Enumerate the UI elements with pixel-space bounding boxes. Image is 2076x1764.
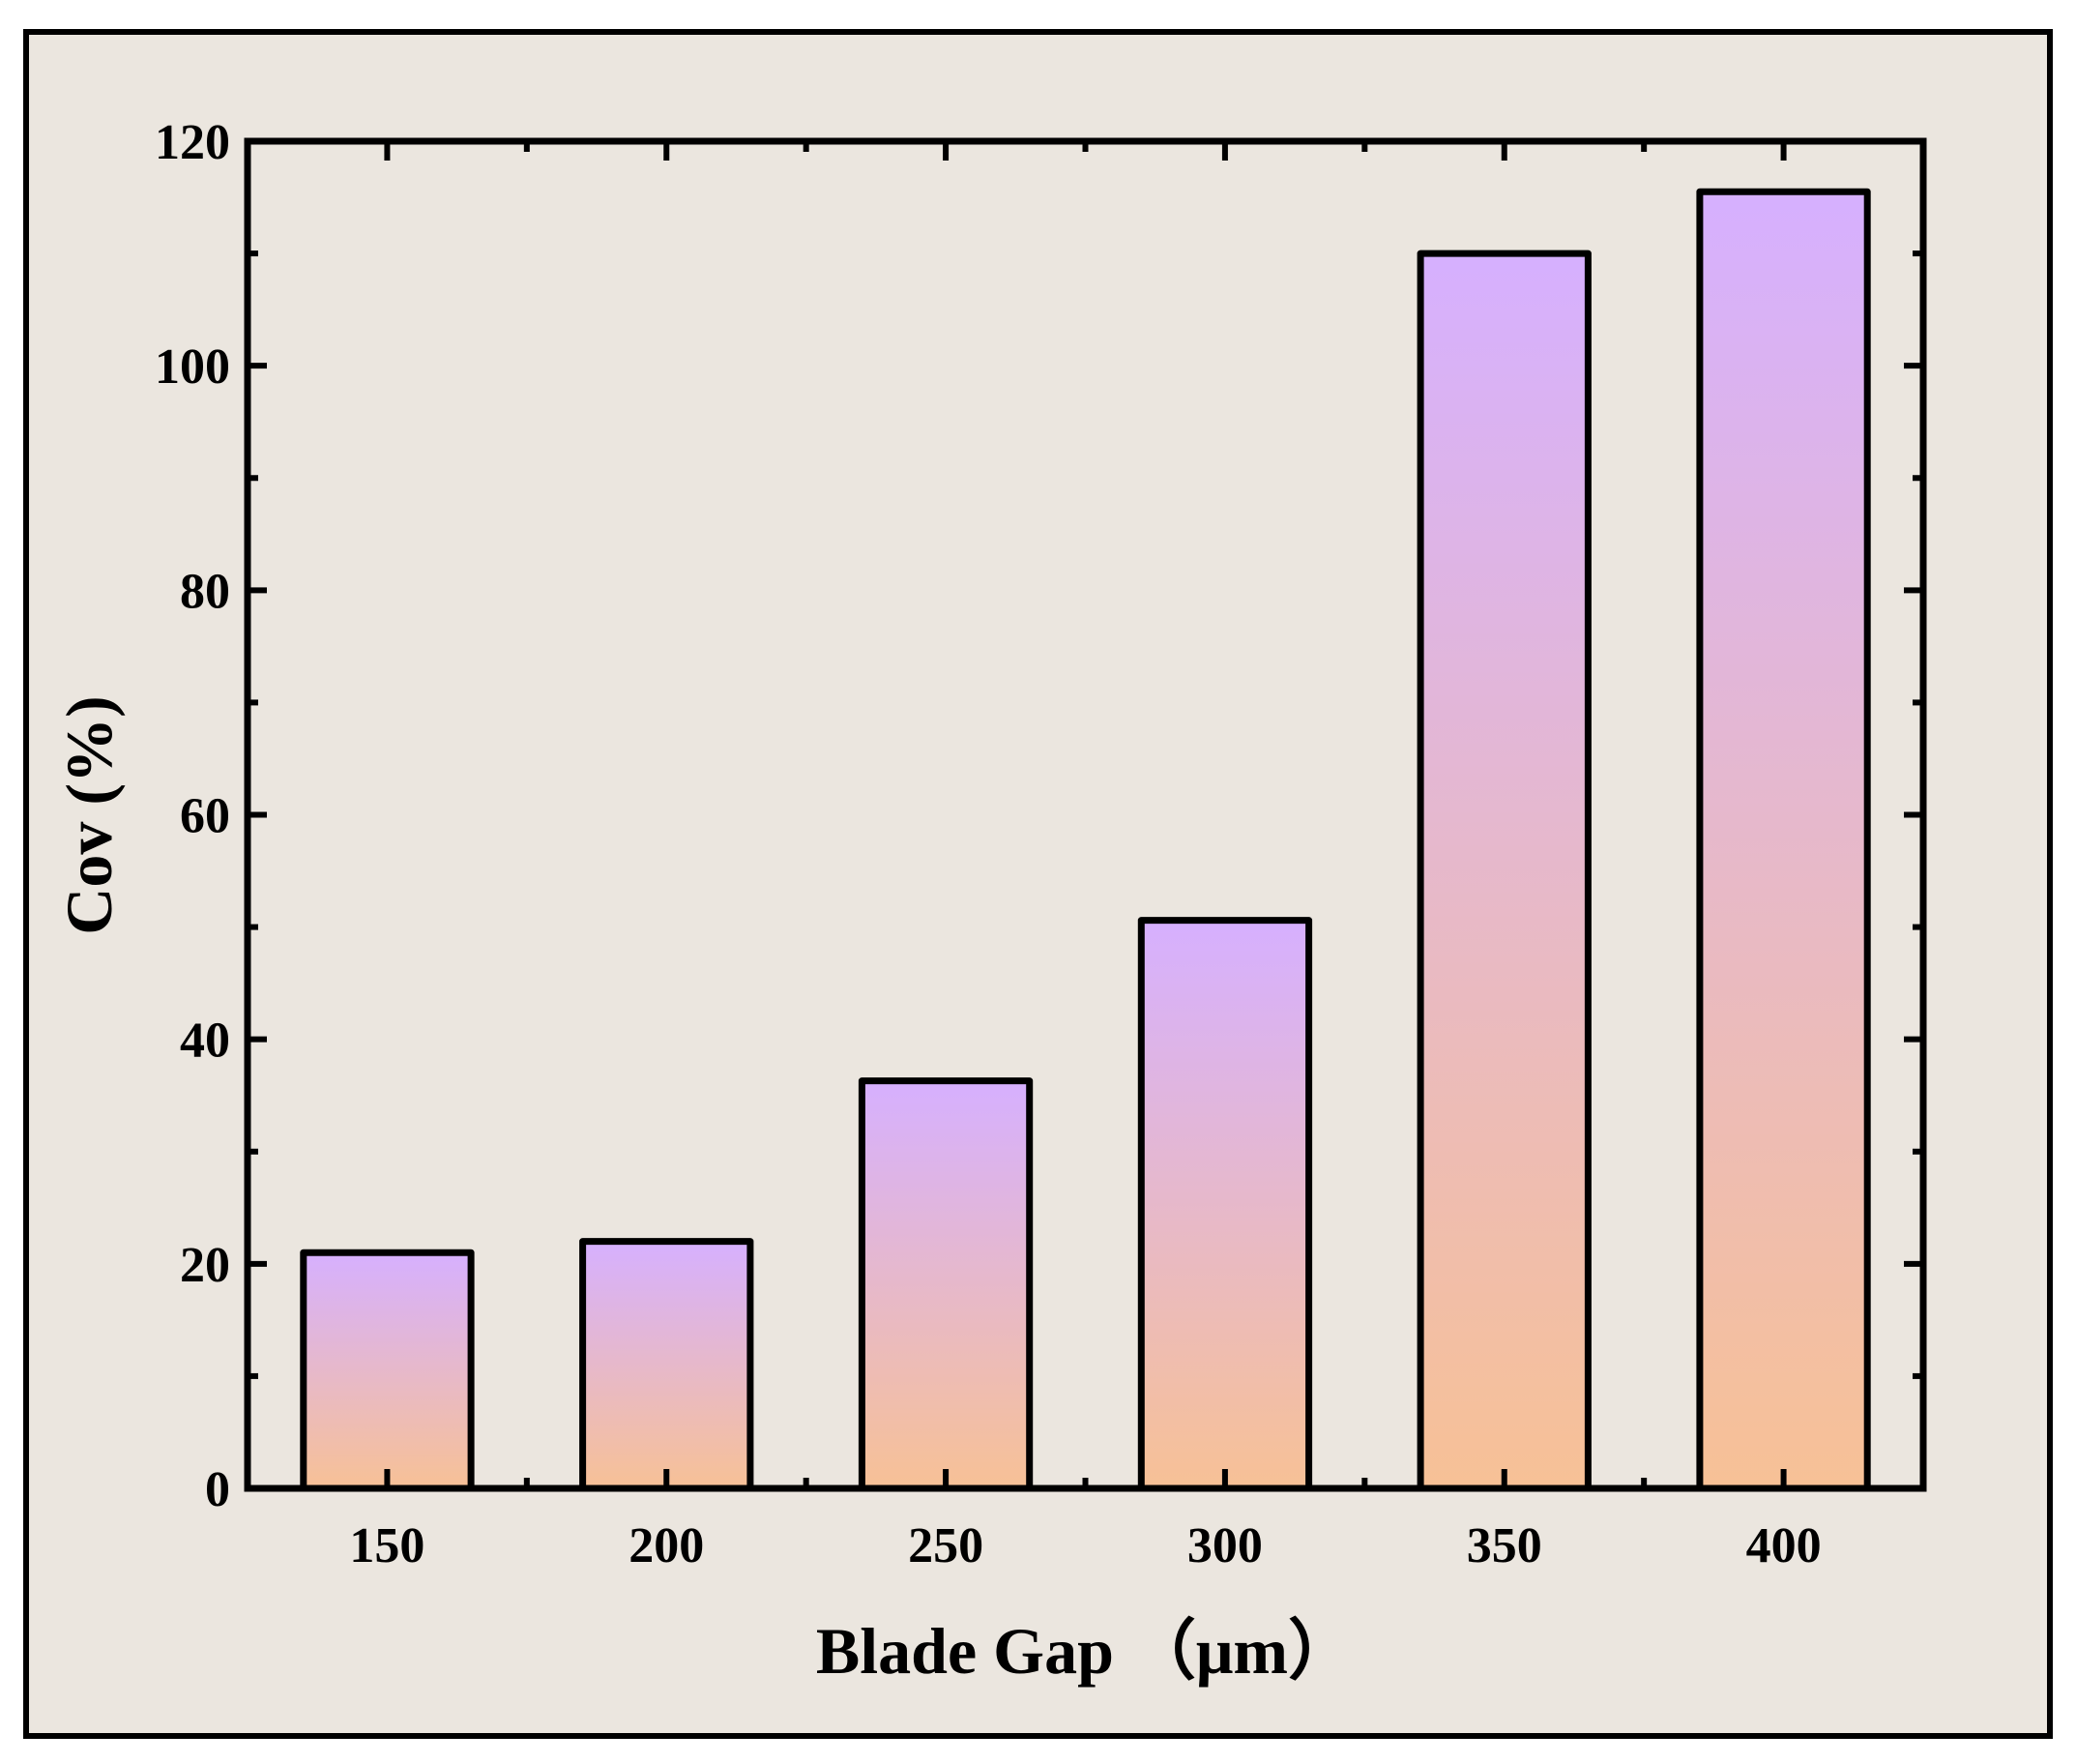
bar-200 <box>579 1238 754 1492</box>
y-tick-label-80: 80 <box>180 564 230 619</box>
x-tick-label-250: 250 <box>908 1518 983 1573</box>
bar-250 <box>858 1077 1034 1492</box>
y-tick-label-20: 20 <box>180 1238 230 1293</box>
bar-350 <box>1417 250 1592 1492</box>
x-tick-label-300: 300 <box>1187 1518 1263 1573</box>
y-tick-label-100: 100 <box>155 339 230 395</box>
x-tick-label-400: 400 <box>1746 1518 1822 1573</box>
y-tick-label-120: 120 <box>155 115 230 170</box>
x-axis-title: Blade Gap （μm） <box>816 1614 1354 1688</box>
bar-400 <box>1696 188 1871 1492</box>
x-tick-label-200: 200 <box>629 1518 704 1573</box>
y-tick-label-60: 60 <box>180 789 230 844</box>
y-axis-title: Cov (%) <box>52 695 126 934</box>
tick-labels-group: 150 200 250 300 350 400 0 20 40 60 80 100 120 <box>155 115 1822 1573</box>
y-tick-label-0: 0 <box>205 1462 230 1517</box>
y-tick-label-40: 40 <box>180 1014 230 1069</box>
bar-300 <box>1137 917 1313 1492</box>
x-tick-label-350: 350 <box>1467 1518 1542 1573</box>
bars-group <box>300 188 1871 1492</box>
bar-150 <box>300 1249 475 1492</box>
plot-frame <box>244 137 1927 1492</box>
x-tick-label-150: 150 <box>349 1518 424 1573</box>
